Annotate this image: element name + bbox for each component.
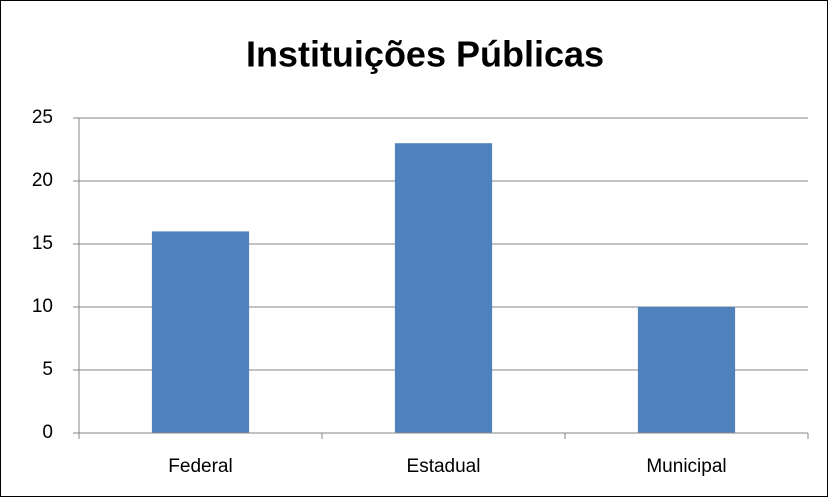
x-tick-label: Estadual bbox=[407, 456, 481, 477]
x-tick-label: Federal bbox=[168, 456, 232, 477]
y-tick-label: 10 bbox=[32, 296, 53, 317]
y-tick-label: 25 bbox=[32, 107, 53, 128]
chart-title: Instituições Públicas bbox=[246, 34, 604, 75]
bar bbox=[151, 231, 250, 433]
bar bbox=[394, 143, 493, 433]
y-tick-label: 0 bbox=[42, 422, 53, 443]
y-tick-label: 20 bbox=[32, 170, 53, 191]
y-tick-label: 15 bbox=[32, 233, 53, 254]
x-tick-label: Municipal bbox=[646, 456, 726, 477]
bar bbox=[637, 307, 736, 433]
y-tick-label: 5 bbox=[42, 359, 53, 380]
